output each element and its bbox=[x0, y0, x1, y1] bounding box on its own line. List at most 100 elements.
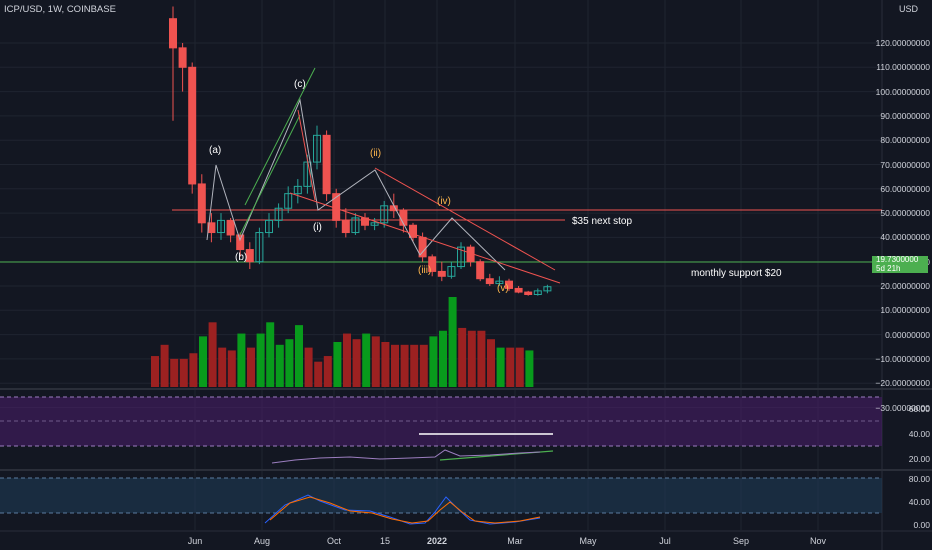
volume-bar bbox=[400, 344, 409, 387]
candle-body bbox=[236, 234, 245, 251]
time-tick-label: Jun bbox=[187, 536, 203, 546]
wave-c-leg bbox=[297, 109, 316, 201]
candle-body bbox=[293, 185, 302, 195]
volume-bar bbox=[448, 297, 457, 387]
price-tick-label: 100.00000000 bbox=[875, 86, 930, 97]
wave-label-a: (a) bbox=[209, 145, 222, 156]
candle-body bbox=[543, 286, 552, 292]
volume-bar bbox=[458, 327, 467, 387]
volume-bar bbox=[208, 322, 217, 387]
candle bbox=[178, 43, 187, 92]
candle-body bbox=[485, 278, 494, 285]
candle-body bbox=[505, 280, 513, 289]
candle-body bbox=[322, 134, 331, 195]
wave-label-i: (i) bbox=[313, 222, 322, 233]
wave-path bbox=[206, 98, 506, 271]
candle bbox=[245, 242, 254, 269]
volume-bar bbox=[199, 336, 207, 387]
candle-body bbox=[255, 232, 264, 263]
stoch-tick-label: 40.00 bbox=[908, 497, 930, 507]
rsi-line bbox=[271, 449, 541, 464]
candle bbox=[409, 222, 417, 243]
candle bbox=[217, 213, 225, 240]
time-tick-label: Oct bbox=[326, 536, 342, 546]
candle-body bbox=[370, 222, 379, 226]
candle bbox=[341, 208, 350, 238]
volume-bar bbox=[237, 333, 246, 387]
candle bbox=[466, 244, 475, 267]
rsi-tick-label: 20.00 bbox=[908, 454, 930, 464]
candle-body bbox=[313, 134, 321, 163]
volume-bar bbox=[371, 336, 380, 387]
candle-body bbox=[418, 236, 427, 258]
candle-body bbox=[188, 66, 197, 185]
volume-bar bbox=[391, 344, 399, 387]
volume-bar bbox=[323, 356, 332, 387]
volume-bar bbox=[247, 347, 255, 387]
grid-lines bbox=[0, 0, 882, 530]
volume-bar bbox=[525, 350, 534, 387]
volume-bar bbox=[304, 347, 313, 387]
volume-bar bbox=[419, 344, 428, 387]
rsi-tick-label: 40.00 bbox=[908, 429, 930, 439]
candle-body bbox=[495, 280, 504, 285]
volume-bar bbox=[179, 358, 188, 387]
wave-label-iv: (iv) bbox=[437, 196, 451, 207]
volume-bar bbox=[410, 344, 419, 387]
price-tick-label: 90.00000000 bbox=[880, 110, 930, 121]
volume-bar bbox=[160, 344, 169, 387]
stoch-tick-label: 80.00 bbox=[908, 474, 930, 484]
price-tick-label: −20.00000000 bbox=[875, 378, 930, 389]
wave-label-b: (b) bbox=[235, 252, 248, 263]
candle bbox=[514, 286, 523, 294]
wedge-upper bbox=[374, 167, 556, 271]
candle-body bbox=[274, 207, 283, 221]
candle bbox=[505, 278, 513, 291]
volume-bar bbox=[477, 330, 486, 387]
price-tick-label: 60.00000000 bbox=[880, 183, 930, 194]
time-tick-label: 15 bbox=[379, 536, 391, 546]
volume-bar bbox=[343, 333, 351, 387]
volume-bar bbox=[352, 339, 361, 387]
rsi-tick-label: 60.00 bbox=[908, 404, 930, 414]
candle-body bbox=[351, 217, 360, 234]
volume-bar bbox=[227, 350, 236, 387]
candle bbox=[543, 284, 552, 294]
candle bbox=[524, 290, 533, 296]
candle bbox=[447, 261, 456, 279]
wave-label-v: (v) bbox=[497, 283, 509, 294]
price-tick-label: 80.00000000 bbox=[880, 135, 930, 146]
volume-bar bbox=[256, 333, 265, 387]
price-tick-label: 110.00000000 bbox=[876, 62, 930, 73]
volume-bar bbox=[506, 347, 515, 387]
candle bbox=[313, 125, 321, 170]
volume-bar bbox=[266, 322, 275, 387]
price-tick-label: −30.00000000 bbox=[875, 402, 930, 413]
candle-body bbox=[169, 18, 177, 49]
candle-body bbox=[245, 249, 254, 263]
candle-body bbox=[533, 290, 542, 296]
candle-body bbox=[265, 219, 273, 234]
bar-countdown: 5d 21h bbox=[876, 263, 901, 273]
candle bbox=[495, 276, 504, 286]
candle bbox=[274, 203, 283, 228]
wedge-lower bbox=[289, 192, 561, 284]
volume-bar bbox=[439, 330, 447, 387]
candle-body bbox=[226, 219, 235, 236]
candle-body bbox=[207, 222, 216, 234]
volume-bar bbox=[515, 347, 524, 387]
candle bbox=[255, 227, 264, 265]
volume-bar bbox=[429, 336, 438, 387]
volume-bar bbox=[285, 339, 294, 387]
candle-body bbox=[437, 270, 446, 277]
time-tick-label: May bbox=[579, 536, 597, 546]
candle-body bbox=[178, 47, 187, 68]
price-tick-label: −10.00000000 bbox=[875, 353, 930, 364]
currency-unit: USD bbox=[898, 4, 918, 14]
candle-body bbox=[341, 219, 350, 234]
volume-bar bbox=[151, 356, 159, 387]
impulse-channel-lower bbox=[239, 114, 301, 236]
candle bbox=[169, 6, 177, 121]
